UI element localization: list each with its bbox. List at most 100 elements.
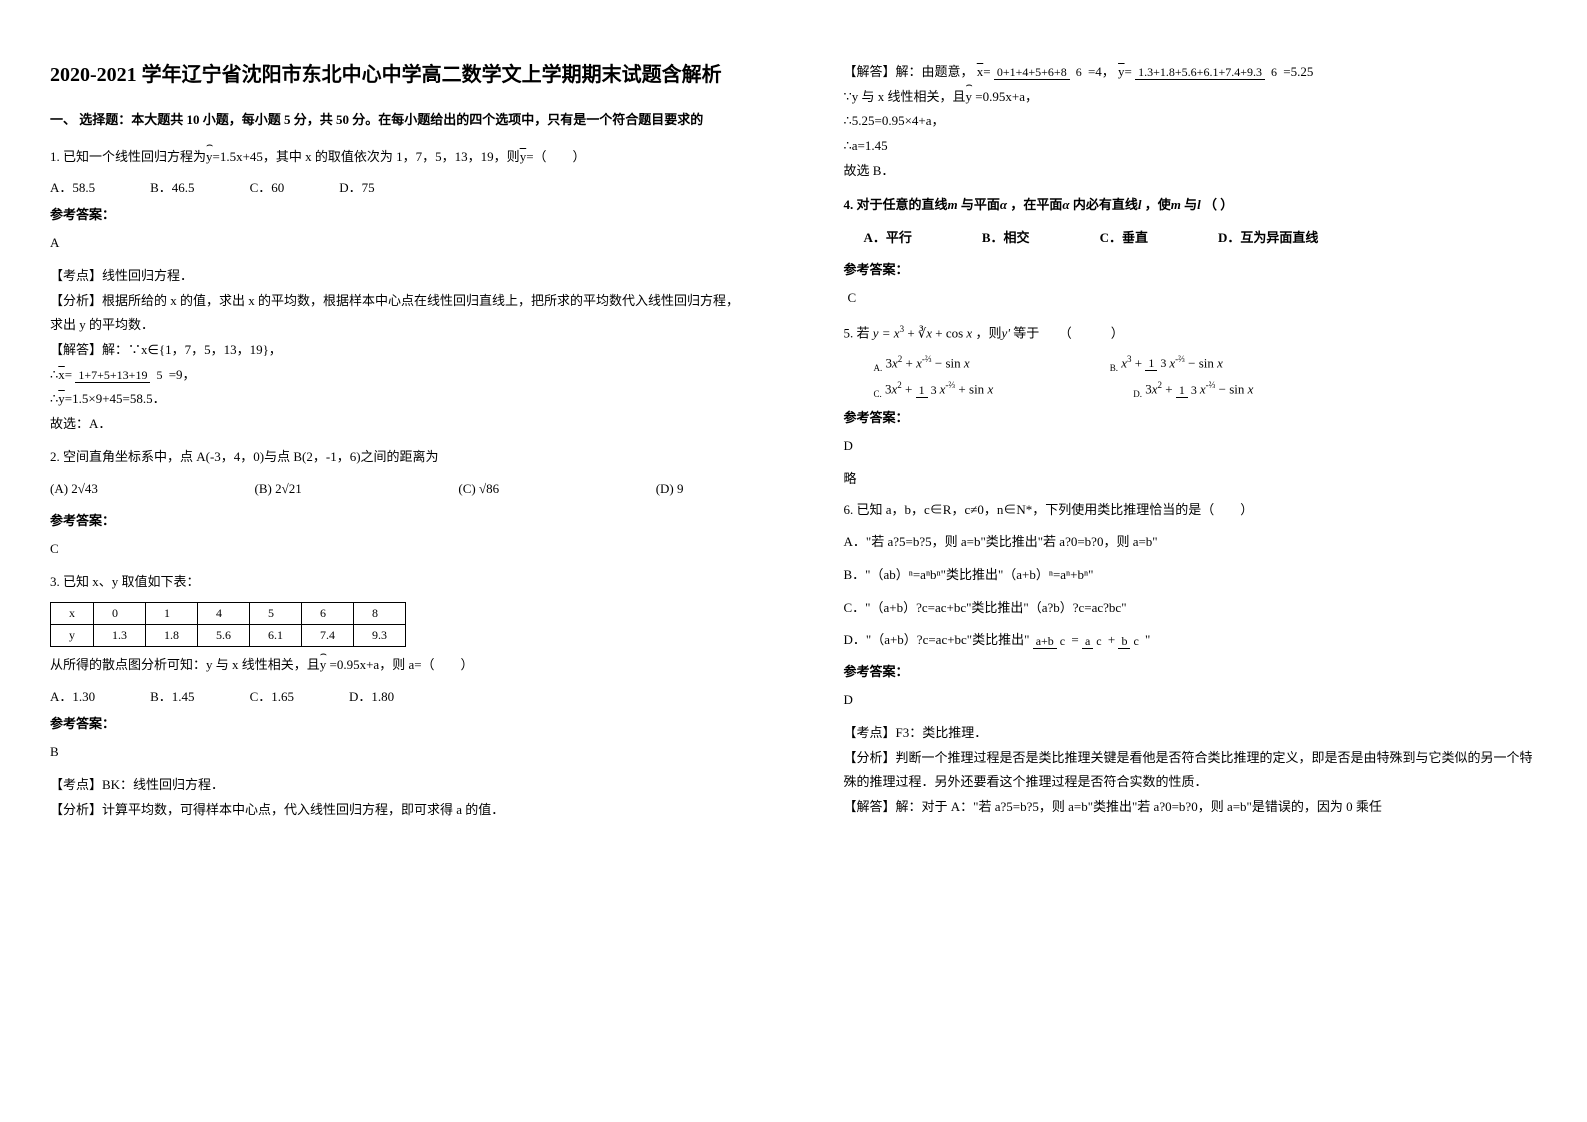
fraction-icon: 1+7+5+13+19 5: [75, 369, 165, 382]
q3-j2-b: =0.95x+a，: [972, 89, 1038, 104]
page-title: 2020-2021 学年辽宁省沈阳市东北中心中学高二数学文上学期期末试题含解析: [50, 60, 744, 90]
left-column: 2020-2021 学年辽宁省沈阳市东北中心中学高二数学文上学期期末试题含解析 …: [0, 0, 794, 1122]
q3-opt-b: B．1.45: [150, 686, 194, 705]
fraction-icon: ac: [1082, 635, 1105, 648]
cell: 5.6: [198, 625, 250, 647]
q5-b: ，则: [975, 325, 1001, 340]
q4-options: A．平行 B．相交 C．垂直 D．互为异面直线: [844, 226, 1538, 251]
fraction-icon: a+bc: [1033, 635, 1068, 648]
cell: 9.3: [354, 625, 406, 647]
y-hat-icon: y: [966, 85, 973, 110]
q3-jieda-4: ∴a=1.45: [844, 134, 1538, 159]
q6-d-plus: +: [1108, 632, 1115, 647]
q3-after-b: =0.95x+a，则 a=（ ）: [326, 657, 473, 672]
q2-opt-c: (C) √86: [458, 477, 499, 502]
frac-num: 0+1+4+5+6+8: [994, 65, 1070, 80]
cell: 6.1: [250, 625, 302, 647]
q1-jieda-3: ∴y=1.5×9+45=58.5．: [50, 387, 744, 412]
q6-opt-c: C．"（a+b）?c=ac+bc"类比推出"（a?b）?c=ac?bc": [844, 596, 1538, 621]
cell: 7.4: [302, 625, 354, 647]
q6-d-a: D．"（a+b）?c=ac+bc"类比推出": [844, 632, 1030, 647]
question-6: 6. 已知 a，b，c∈R，c≠0，n∈N*，下列使用类比推理恰当的是（ ）: [844, 498, 1538, 523]
q4-opt-c: C．垂直: [1100, 226, 1148, 251]
q5-answer: D: [844, 434, 1538, 459]
q1-j2-b: =9，: [169, 367, 196, 382]
frac-den: 6: [1268, 65, 1280, 79]
q5-lue: 略: [844, 467, 1538, 492]
q3-j1-xeq: =4，: [1088, 64, 1115, 79]
q2-opt-d: (D) 9: [656, 477, 684, 502]
q3-opt-c: C．1.65: [250, 686, 294, 705]
opt-label: D.: [1133, 389, 1142, 399]
q3-table: x 0 1 4 5 6 8 y 1.3 1.8 5.6 6.1 7.4 9.3: [50, 602, 406, 647]
question-1: 1. 已知一个线性回归方程为y=1.5x+45，其中 x 的取值依次为 1，7，…: [50, 145, 744, 170]
frac-num: 1.3+1.8+5.6+6.1+7.4+9.3: [1135, 65, 1265, 80]
question-3: 3. 已知 x、y 取值如下表：: [50, 570, 744, 595]
opt-label: B.: [1110, 362, 1118, 372]
q5-c: 等于 （ ）: [1013, 325, 1124, 340]
q3-jieda-3: ∴5.25=0.95×4+a，: [844, 109, 1538, 134]
frac-den: 5: [153, 368, 165, 382]
q4-e: ，使: [1145, 197, 1171, 212]
q4-c: ，在平面: [1010, 197, 1062, 212]
q1-text-b: =1.5x+45，其中 x 的取值依次为 1，7，5，13，19，则: [213, 149, 520, 164]
answer-label: 参考答案：: [844, 407, 1538, 426]
q4-f: 与: [1184, 197, 1197, 212]
cell: 6: [302, 603, 354, 625]
q5-opt-d: D. 3x2 + 13x-⅔ − sin x: [1133, 380, 1253, 399]
answer-label: 参考答案：: [50, 204, 744, 223]
q6-kaodian: 【考点】F3：类比推理．: [844, 721, 1538, 746]
q6-opt-b: B．"（ab）ⁿ=aⁿbⁿ"类比推出"（a+b）ⁿ=aⁿ+bⁿ": [844, 563, 1538, 588]
frac-num: 1+7+5+13+19: [75, 368, 150, 383]
q1-opt-d: D．75: [339, 177, 374, 196]
q6-opt-d: D．"（a+b）?c=ac+bc"类比推出" a+bc = ac + bc ": [844, 628, 1538, 653]
cell: 5: [250, 603, 302, 625]
y-bar-icon: y: [1118, 64, 1125, 79]
answer-label: 参考答案：: [844, 661, 1538, 680]
q3-opt-d: D．1.80: [349, 686, 394, 705]
q5-opt-a: A. 3x2 + x-⅔ − sin x: [874, 354, 970, 373]
q4-g: （ ）: [1204, 197, 1233, 212]
q4-opt-b: B．相交: [982, 226, 1030, 251]
cell: 4: [198, 603, 250, 625]
q5-a: 5. 若: [844, 325, 870, 340]
q3-j1-yeq: =5.25: [1283, 64, 1313, 79]
q1-opt-c: C．60: [250, 177, 285, 196]
q4-b: 与平面: [961, 197, 1000, 212]
cell: x: [51, 603, 94, 625]
q1-jieda-1: 【解答】解：∵x∈{1，7，5，13，19}，: [50, 338, 744, 363]
q5-opt-c: C. 3x2 + 13x-⅔ + sin x: [874, 380, 994, 399]
q2-options: (A) 2√43 (B) 2√21 (C) √86 (D) 9: [50, 477, 744, 502]
q6-fenxi: 【分析】判断一个推理过程是否是类比推理关键是看他是否符合类比推理的定义，即是否是…: [844, 746, 1538, 795]
q5-row-ab: A. 3x2 + x-⅔ − sin x B. x3 + 13x-⅔ − sin…: [874, 354, 1538, 373]
q6-jieda: 【解答】解：对于 A："若 a?5=b?5，则 a=b"类推出"若 a?0=b?…: [844, 795, 1538, 820]
q6-d-eq: =: [1071, 632, 1078, 647]
q4-opt-d: D．互为异面直线: [1218, 226, 1318, 251]
q3-after: 从所得的散点图分析可知：y 与 x 线性相关，且y =0.95x+a，则 a=（…: [50, 653, 744, 678]
answer-label: 参考答案：: [50, 713, 744, 732]
question-2: 2. 空间直角坐标系中，点 A(-3，4，0)与点 B(2，-1，6)之间的距离…: [50, 445, 744, 470]
q2-opt-a: (A) 2√43: [50, 477, 98, 502]
q3-options: A．1.30 B．1.45 C．1.65 D．1.80: [50, 686, 744, 705]
cell: 8: [354, 603, 406, 625]
cell: 0: [94, 603, 146, 625]
cell: y: [51, 625, 94, 647]
q3-j2-a: ∵y 与 x 线性相关，且: [844, 89, 966, 104]
q1-options: A．58.5 B．46.5 C．60 D．75: [50, 177, 744, 196]
table-row: y 1.3 1.8 5.6 6.1 7.4 9.3: [51, 625, 406, 647]
q5-opt-b: B. x3 + 13x-⅔ − sin x: [1110, 354, 1223, 373]
q1-j3-b: =1.5×9+45=58.5．: [65, 391, 166, 406]
q1-jieda-4: 故选：A．: [50, 412, 744, 437]
q3-after-a: 从所得的散点图分析可知：y 与 x 线性相关，且: [50, 657, 320, 672]
frac-den: c: [1130, 634, 1141, 648]
q1-opt-a: A．58.5: [50, 177, 95, 196]
question-4: 4. 对于任意的直线m 与平面α ，在平面α 内必有直线l ，使m 与l （ ）: [844, 193, 1538, 218]
opt-label: A.: [874, 362, 883, 372]
y-hat-icon: y: [206, 145, 213, 170]
right-column: 【解答】解：由题意， x= 0+1+4+5+6+8 6 =4， y= 1.3+1…: [794, 0, 1587, 1122]
fraction-icon: 0+1+4+5+6+8 6: [994, 66, 1085, 79]
q2-opt-b: (B) 2√21: [255, 477, 302, 502]
q3-opt-a: A．1.30: [50, 686, 95, 705]
fraction-icon: bc: [1118, 635, 1141, 648]
q6-opt-a: A．"若 a?5=b?5，则 a=b"类比推出"若 a?0=b?0，则 a=b": [844, 530, 1538, 555]
